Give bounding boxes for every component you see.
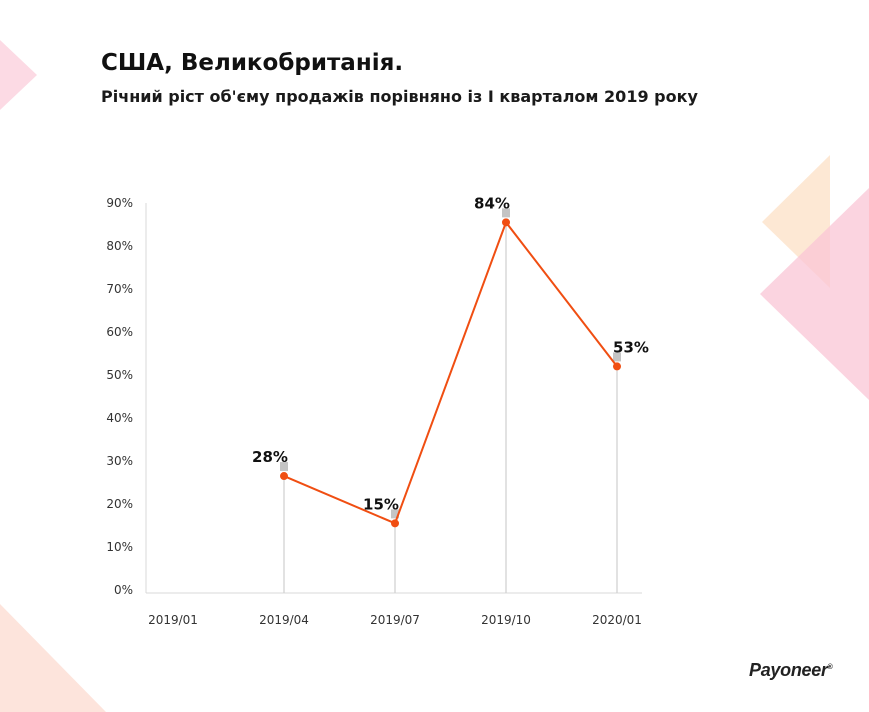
data-label: 53% [613,338,649,356]
deco-triangle-top-left [0,40,37,110]
x-tick-label: 2020/01 [592,613,642,627]
data-point [502,218,510,227]
x-tick-label: 2019/10 [481,613,531,627]
label-tab [613,352,621,362]
page-title: США, Великобританія. [101,50,404,76]
label-tab [502,208,510,218]
series-line [283,221,618,525]
y-tick-label: 90% [106,196,133,210]
data-point [280,472,288,481]
y-tick-label: 60% [106,325,133,339]
y-tick-label: 10% [106,540,133,554]
x-tick-label: 2019/07 [370,613,420,627]
data-label: 28% [252,448,288,466]
data-label: 84% [474,194,510,212]
y-tick-label: 20% [106,497,133,511]
payoneer-logo: Payoneer® [749,660,833,680]
x-tick-label: 2019/01 [148,613,198,627]
label-tab [280,462,288,472]
deco-triangle-bottom-left [0,604,106,712]
data-label: 15% [363,495,399,513]
label-tab [391,509,399,519]
deco-triangle-right-pink [760,188,869,400]
y-tick-label: 30% [106,454,133,468]
y-tick-label: 50% [106,368,133,382]
page-subtitle: Річний ріст об'єму продажів порівняно із… [101,87,698,106]
data-point [391,519,399,528]
x-tick-label: 2019/04 [259,613,309,627]
y-tick-label: 80% [106,239,133,253]
data-point [613,362,621,371]
y-tick-label: 70% [106,282,133,296]
y-tick-label: 0% [114,583,133,597]
y-tick-label: 40% [106,411,133,425]
